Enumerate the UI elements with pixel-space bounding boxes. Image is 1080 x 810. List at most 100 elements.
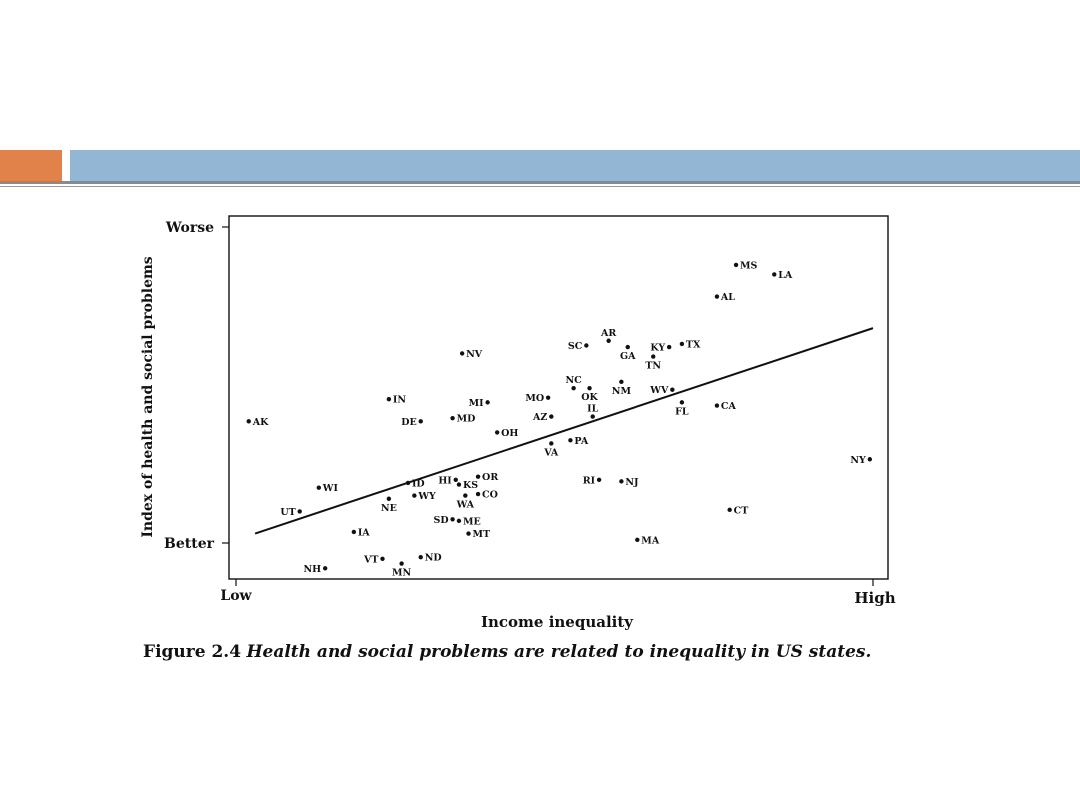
- figure-caption: Figure 2.4 Health and social problems ar…: [143, 642, 1043, 662]
- scatter-chart: Worse Better Low High Income inequality …: [140, 215, 896, 631]
- point-label-ok: OK: [581, 392, 598, 403]
- point-nv: [459, 351, 465, 356]
- point-label-wy: WY: [417, 491, 436, 502]
- point-ky: [666, 344, 672, 350]
- point-label-mn: MN: [392, 568, 412, 579]
- point-label-wi: WI: [322, 483, 339, 494]
- point-label-ca: CA: [721, 401, 737, 412]
- point-ny: [867, 457, 873, 462]
- x-tick-label-low: Low: [220, 588, 252, 604]
- point-label-pa: PA: [574, 436, 588, 447]
- point-va: [549, 441, 554, 446]
- point-label-ny: NY: [850, 455, 866, 466]
- point-label-al: AL: [720, 292, 735, 303]
- point-ar: [606, 338, 611, 343]
- point-mt: [466, 531, 471, 536]
- point-label-sd: SD: [433, 515, 448, 526]
- x-tick-label-high: High: [854, 589, 895, 607]
- y-tick-label-better: Better: [164, 536, 215, 552]
- point-label-me: ME: [463, 516, 481, 527]
- point-label-mo: MO: [525, 393, 544, 404]
- point-label-mi: MI: [469, 398, 485, 409]
- y-tick-label-worse: Worse: [165, 220, 214, 236]
- point-label-sc: SC: [568, 341, 583, 352]
- point-label-id: ID: [412, 478, 425, 489]
- point-label-nc: NC: [565, 375, 582, 386]
- point-md: [450, 415, 455, 421]
- point-sc: [584, 343, 589, 348]
- point-sd: [450, 517, 455, 522]
- point-label-wa: WA: [456, 500, 475, 511]
- point-id: [405, 480, 411, 486]
- point-nj: [619, 479, 624, 484]
- point-ca: [714, 403, 720, 408]
- point-ri: [596, 477, 602, 482]
- header-rule: [0, 181, 1080, 184]
- point-label-ct: CT: [734, 505, 749, 516]
- point-label-mt: MT: [473, 529, 491, 540]
- point-label-ar: AR: [600, 328, 616, 339]
- point-oh: [494, 430, 500, 435]
- point-label-oh: OH: [501, 428, 518, 439]
- plot-frame: [228, 215, 889, 580]
- point-label-ak: AK: [252, 417, 269, 428]
- point-ks: [456, 482, 462, 487]
- header-bar: [0, 150, 1080, 190]
- header-accent-blue: [70, 150, 1080, 181]
- point-label-la: LA: [778, 270, 793, 281]
- point-label-ga: GA: [620, 351, 636, 362]
- point-fl: [679, 400, 685, 405]
- point-or: [475, 474, 481, 479]
- point-label-in: IN: [393, 395, 406, 406]
- point-label-tx: TX: [686, 339, 701, 350]
- point-nh: [322, 566, 328, 571]
- point-label-ks: KS: [463, 480, 478, 491]
- point-nd: [418, 555, 423, 560]
- point-ut: [297, 509, 302, 514]
- point-me: [456, 518, 462, 524]
- data-points: MS LA AL AR SC GA KY TX TN NV NC OK NM WV FL CA IN MI MO IL…: [246, 260, 873, 579]
- point-label-nd: ND: [425, 553, 442, 564]
- caption-text: Health and social problems are related t…: [246, 642, 872, 662]
- point-wv: [670, 387, 675, 392]
- point-label-co: CO: [482, 490, 498, 501]
- point-nc: [571, 385, 576, 391]
- point-label-hi: HI: [438, 475, 452, 486]
- point-mi: [485, 400, 490, 405]
- point-ms: [733, 262, 739, 268]
- point-de: [418, 419, 423, 424]
- point-label-tn: TN: [645, 361, 661, 372]
- point-il: [590, 414, 595, 419]
- point-label-az: AZ: [532, 412, 547, 423]
- point-ia: [351, 529, 357, 535]
- point-label-wv: WV: [649, 385, 669, 396]
- point-label-ma: MA: [641, 535, 660, 546]
- x-axis-label: Income inequality: [481, 613, 634, 631]
- point-ak: [246, 419, 251, 424]
- point-label-md: MD: [457, 414, 476, 425]
- point-label-vt: VT: [363, 554, 378, 565]
- point-vt: [380, 556, 385, 561]
- point-wy: [412, 493, 417, 498]
- point-label-ne: NE: [381, 503, 397, 514]
- point-ct: [727, 507, 732, 513]
- point-label-or: OR: [482, 472, 498, 483]
- point-pa: [568, 438, 573, 443]
- point-label-il: IL: [587, 404, 598, 415]
- point-ga: [625, 344, 630, 350]
- point-al: [714, 294, 720, 299]
- point-label-ut: UT: [280, 507, 295, 518]
- point-la: [772, 272, 777, 277]
- point-co: [475, 491, 481, 497]
- point-label-nm: NM: [612, 386, 632, 397]
- point-tx: [679, 341, 685, 347]
- point-label-ri: RI: [583, 475, 596, 486]
- point-label-nh: NH: [304, 564, 322, 575]
- point-ma: [635, 537, 640, 543]
- point-label-fl: FL: [675, 406, 689, 417]
- header-accent-orange: [0, 150, 62, 181]
- point-ok: [587, 385, 592, 391]
- point-mn: [399, 561, 404, 566]
- y-axis-label: Index of health and social problems: [140, 256, 156, 537]
- point-nm: [619, 379, 624, 385]
